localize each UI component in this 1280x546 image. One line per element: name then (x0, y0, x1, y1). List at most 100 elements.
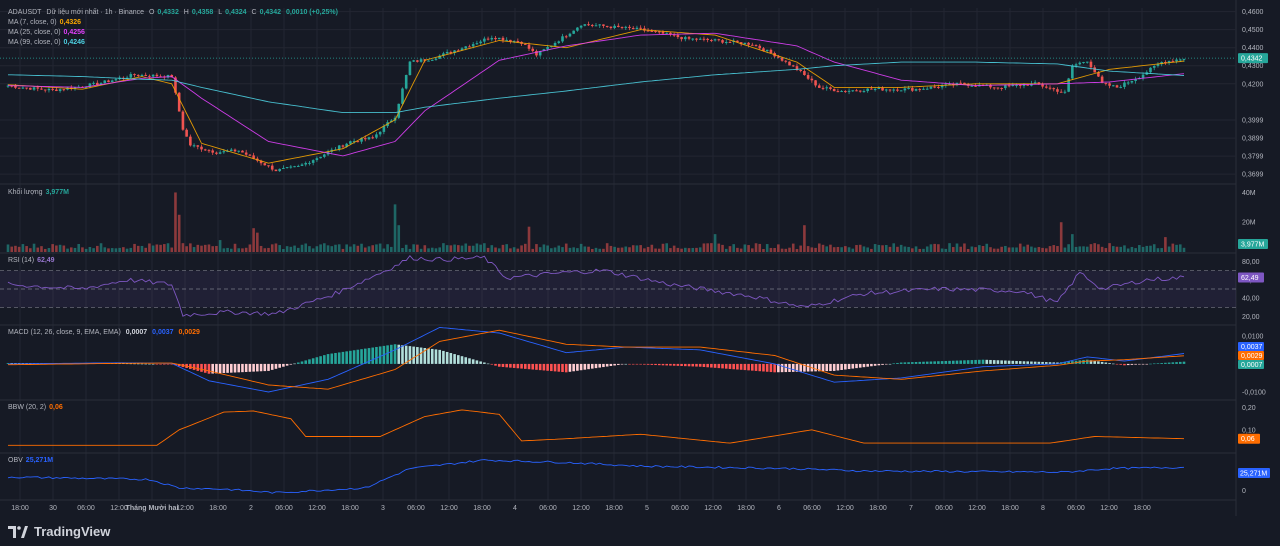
price-axis: 0,4600 0,4500 0,4400 0,4300 0,4200 0,3999 0,38… (1242, 9, 1264, 179)
volume-bar (769, 247, 773, 252)
volume-tag-label: 3,977M (1241, 242, 1265, 249)
candle-body (691, 38, 695, 40)
macd-hist-bar (434, 349, 438, 364)
candle-body (911, 88, 914, 91)
macd-hist-bar (914, 361, 918, 364)
chart-canvas[interactable]: 0,4600 0,4500 0,4400 0,4300 0,4200 0,3999 0,38… (0, 0, 1280, 516)
rsi-legend[interactable]: RSI (14) 62,49 (8, 257, 55, 264)
macd-hist-bar (821, 363, 825, 372)
macd-hist-bar (1182, 361, 1186, 364)
candle-body (308, 162, 311, 164)
volume-bar (352, 244, 356, 252)
time-tick-label: 18:00 (869, 505, 887, 512)
candle-body (680, 37, 683, 40)
price-tick-label: 0,3899 (1242, 136, 1264, 143)
macd-hist-bar (535, 363, 538, 370)
volume-bar (170, 247, 174, 252)
candle-body (55, 89, 58, 92)
volume-bar (252, 228, 255, 252)
volume-bar (684, 247, 687, 252)
candle-body (1033, 82, 1037, 84)
volume-bar (73, 247, 77, 252)
volume-legend[interactable]: Khối lượng 3,977M (8, 189, 69, 196)
macd-hist-bar (922, 361, 925, 364)
candle-body (408, 61, 412, 76)
candle-body (129, 74, 133, 78)
obv-legend[interactable]: OBV 25,271M (8, 457, 54, 464)
volume-bar (55, 245, 58, 252)
macd-hist-bar (189, 363, 192, 369)
macd-hist-bar (460, 356, 464, 364)
macd-hist-bar (129, 363, 133, 365)
candle-body (457, 50, 460, 52)
candle-body (285, 167, 289, 169)
macd-tick-label: 0,0100 (1242, 333, 1264, 340)
volume-bar (613, 246, 616, 252)
volume-bar (635, 245, 639, 252)
ma7-legend[interactable]: MA (7, close, 0) 0,4326 (8, 19, 82, 26)
volume-bar (453, 244, 456, 252)
macd-hist-bar (963, 360, 966, 364)
macd-hist-bar (192, 363, 196, 370)
macd-hist-bar (203, 363, 207, 373)
candle-body (1149, 67, 1152, 73)
time-tick-label: 12:00 (968, 505, 986, 512)
candle-body (687, 37, 691, 39)
macd-hist-bar (661, 363, 665, 366)
candle-body (765, 49, 769, 52)
time-tick-label: 06:00 (539, 505, 557, 512)
macd-hist-bar (974, 359, 977, 364)
macd-hist-bar (654, 363, 657, 366)
volume-bar (1178, 244, 1182, 252)
volume-bar (557, 245, 561, 252)
candle-body (676, 34, 680, 38)
macd-hist-bar (981, 359, 985, 364)
macd-hist-bar (561, 363, 564, 373)
candle-body (237, 150, 241, 152)
candle-body (110, 80, 114, 83)
ma25-legend[interactable]: MA (25, close, 0) 0,4256 (8, 29, 85, 36)
candle-body (136, 74, 140, 76)
candle-body (32, 87, 36, 90)
volume-bar (468, 245, 471, 252)
bbw-legend[interactable]: BBW (20, 2) 0,06 (8, 404, 63, 411)
candle-body (1111, 85, 1115, 87)
volume-bar (873, 244, 877, 252)
candle-body (274, 169, 278, 172)
macd-hist-bar (363, 348, 367, 364)
candle-body (672, 34, 676, 36)
macd-hist-bar (572, 363, 575, 372)
ma99-legend[interactable]: MA (99, close, 0) 0,4246 (8, 39, 85, 46)
candle-body (970, 85, 974, 87)
candle-body (1156, 64, 1160, 66)
candle-body (1097, 72, 1100, 77)
candle-body (538, 51, 542, 56)
volume-bar (765, 244, 769, 252)
candle-body (892, 89, 896, 91)
volume-bar (940, 248, 944, 252)
symbol-suffix: Dữ liệu mới nhất · 1h · Binance (46, 9, 145, 16)
macd-tag-label: 0,0007 (1241, 362, 1263, 369)
price-tick-label: 0,4300 (1242, 63, 1264, 70)
volume-bar (118, 247, 121, 252)
candle-body (583, 24, 587, 26)
volume-bar (345, 244, 348, 252)
volume-bar (215, 245, 218, 252)
macd-hist-bar (326, 354, 330, 364)
volume-bar (847, 247, 851, 252)
volume-bar (192, 247, 196, 252)
candle-body (877, 87, 881, 90)
candle-body (218, 152, 222, 154)
volume-bar (814, 247, 817, 252)
macd-legend[interactable]: MACD (12, 26, close, 9, EMA, EMA) 0,0007… (8, 329, 200, 336)
candle-body (1104, 82, 1108, 84)
volume-bar (1078, 246, 1082, 252)
volume-bar (32, 243, 36, 252)
macd-hist-bar (553, 363, 557, 372)
volume-bar (978, 245, 981, 252)
tradingview-logo[interactable]: TradingView (8, 524, 110, 539)
volume-bar (177, 214, 181, 252)
candle-body (553, 42, 557, 46)
time-tick-label: 30 (49, 505, 57, 512)
